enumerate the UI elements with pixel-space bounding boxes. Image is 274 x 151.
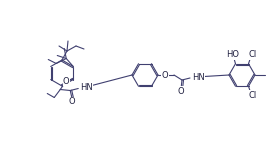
Text: HN: HN	[80, 83, 93, 92]
Text: O: O	[162, 71, 168, 79]
Text: Cl: Cl	[248, 91, 257, 100]
Text: O: O	[178, 87, 184, 95]
Text: HO: HO	[226, 50, 239, 59]
Text: O: O	[63, 77, 70, 86]
Text: O: O	[69, 97, 76, 106]
Text: HN: HN	[192, 72, 205, 82]
Text: Cl: Cl	[248, 50, 257, 59]
